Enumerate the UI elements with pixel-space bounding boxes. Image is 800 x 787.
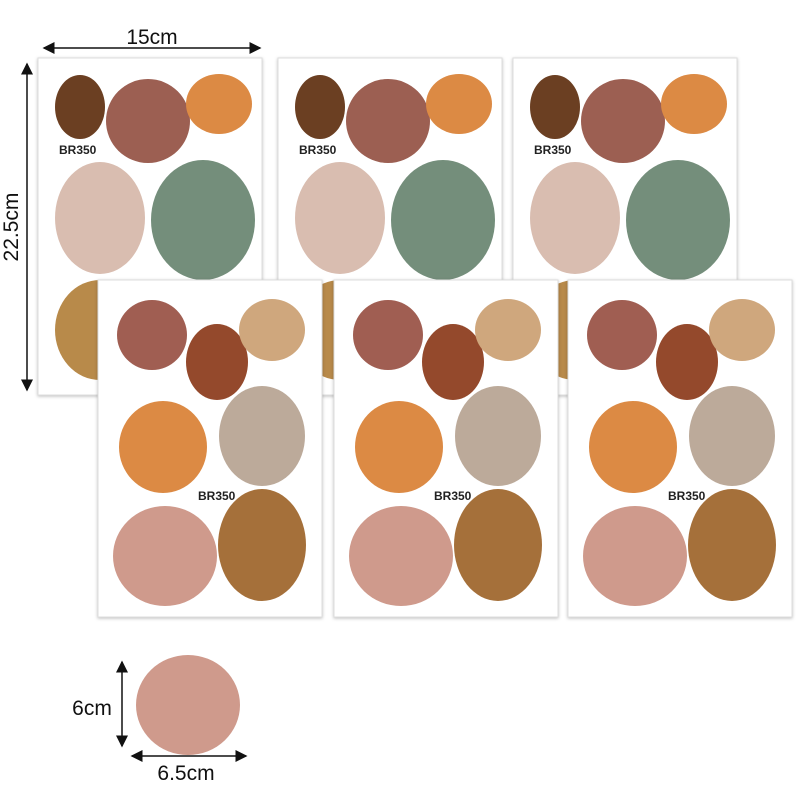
sheet-code: BR350	[198, 489, 236, 503]
sticker-dot	[530, 162, 620, 274]
sticker-dot	[55, 75, 105, 139]
sticker-dot	[422, 324, 484, 400]
sticker-dot	[219, 386, 305, 486]
sticker-dot	[581, 79, 665, 163]
sheet-code: BR350	[299, 143, 337, 157]
sticker-dot	[587, 300, 657, 370]
sticker-dot	[689, 386, 775, 486]
sticker-dot	[475, 299, 541, 361]
sticker-dot	[355, 401, 443, 493]
sticker-dot	[656, 324, 718, 400]
sticker-dot	[661, 74, 727, 134]
sticker-dot	[218, 489, 306, 601]
sticker-dot	[583, 506, 687, 606]
front-row: BR350 BR350 BR350	[97, 279, 793, 618]
sticker-dot	[117, 300, 187, 370]
sticker-dot	[353, 300, 423, 370]
sticker-dot	[688, 489, 776, 601]
sticker-dot	[55, 162, 145, 274]
sticker-dot	[119, 401, 207, 493]
sample-height-label: 6cm	[72, 697, 112, 720]
width-label: 15cm	[126, 26, 177, 49]
sticker-dot	[454, 489, 542, 601]
sticker-dot	[186, 324, 248, 400]
sticker-dot	[295, 75, 345, 139]
sticker-dot	[239, 299, 305, 361]
sticker-dot	[113, 506, 217, 606]
sticker-dot	[589, 401, 677, 493]
sheet: BR350	[567, 279, 793, 618]
sticker-dot	[186, 74, 252, 134]
sticker-dot	[106, 79, 190, 163]
sticker-dot	[709, 299, 775, 361]
sticker-dot	[455, 386, 541, 486]
sheet-code: BR350	[434, 489, 472, 503]
sheet: BR350	[97, 279, 323, 618]
sticker-dot	[391, 160, 495, 280]
sticker-dot	[349, 506, 453, 606]
sheet: BR350	[333, 279, 559, 618]
sticker-dot	[295, 162, 385, 274]
sheet-code: BR350	[668, 489, 706, 503]
sticker-dot	[151, 160, 255, 280]
sticker-dot	[426, 74, 492, 134]
sticker-dot	[346, 79, 430, 163]
back-row: BR350 BR350 BR350	[37, 57, 738, 396]
height-label: 22.5cm	[0, 193, 23, 262]
sheet-code: BR350	[534, 143, 572, 157]
sticker-dot	[530, 75, 580, 139]
sample-dot	[136, 655, 240, 755]
sheet-code: BR350	[59, 143, 97, 157]
sample-width-label: 6.5cm	[157, 762, 214, 785]
sticker-dot	[626, 160, 730, 280]
